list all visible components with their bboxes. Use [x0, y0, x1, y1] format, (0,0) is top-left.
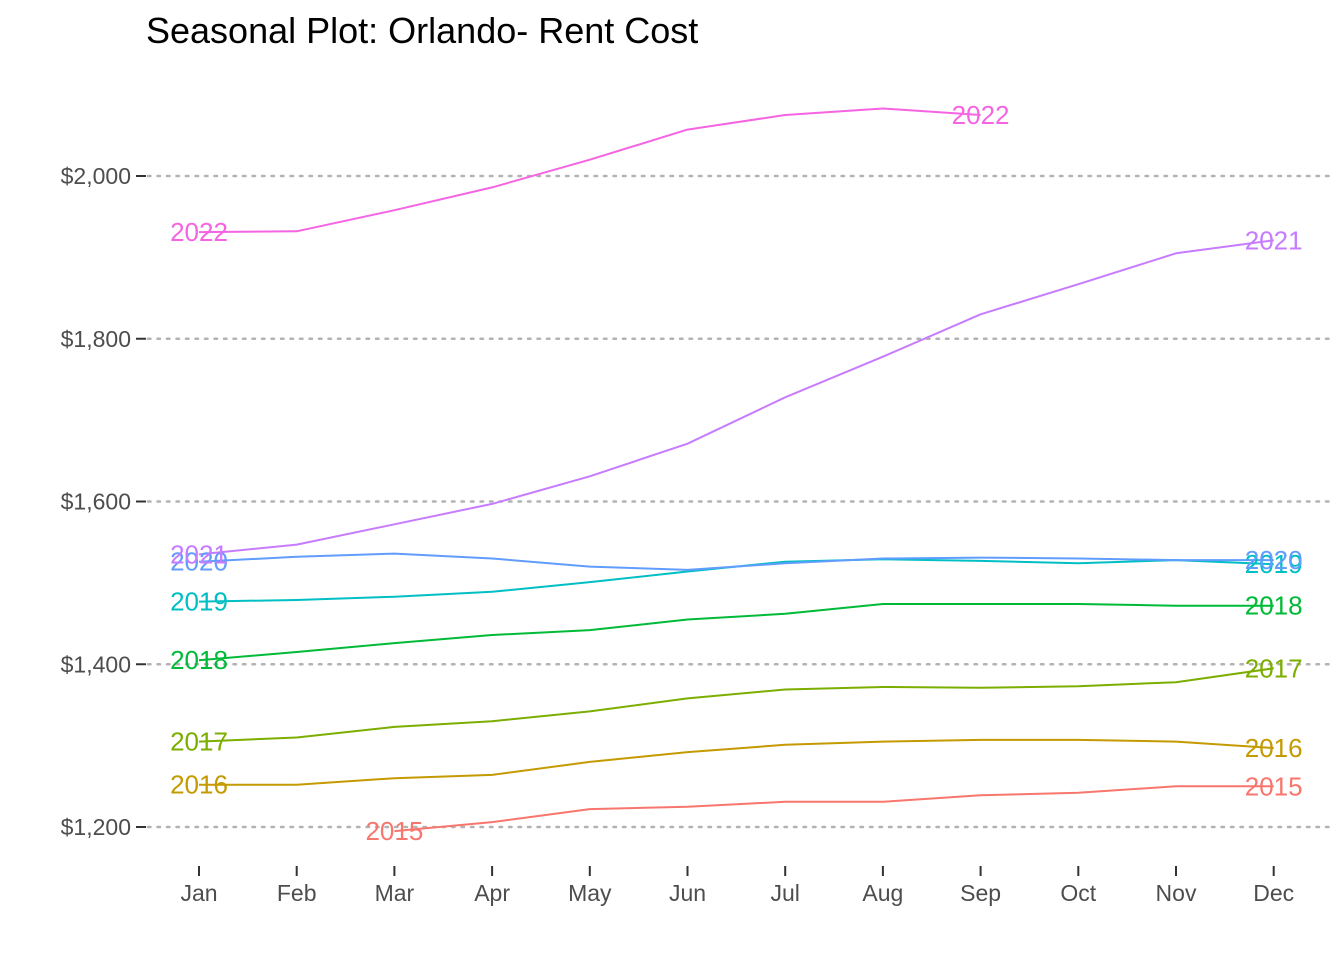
series-end-label-2020: 2020 [1245, 545, 1303, 575]
x-tick-label-jun: Jun [669, 880, 706, 906]
y-tick-label: $1,400 [61, 651, 131, 677]
gridlines [146, 174, 1332, 829]
x-tick-label-may: May [568, 880, 612, 906]
series-start-label-2017: 2017 [170, 727, 228, 757]
series-start-label-2022: 2022 [170, 217, 228, 247]
x-tick-label-jul: Jul [770, 880, 799, 906]
series-start-label-2019: 2019 [170, 587, 228, 617]
series-start-label-2020: 2020 [170, 547, 228, 577]
series-end-label-2015: 2015 [1245, 771, 1303, 801]
x-tick-label-apr: Apr [474, 880, 510, 906]
chart-title: Seasonal Plot: Orlando- Rent Cost [146, 10, 699, 51]
series-start-label-2015: 2015 [365, 816, 423, 846]
x-axis: Jan Feb Mar Apr May Jun Jul Aug Sep Oct Nov Dec [180, 866, 1294, 906]
series-line-2016 [199, 738, 1274, 786]
x-tick-label-nov: Nov [1156, 880, 1197, 906]
x-tick-label-sep: Sep [960, 880, 1001, 906]
x-tick-label-feb: Feb [277, 880, 317, 906]
series-start-label-2016: 2016 [170, 770, 228, 800]
x-tick-label-dec: Dec [1253, 880, 1294, 906]
y-tick-label: $1,600 [61, 489, 131, 515]
series-lines [198, 107, 1274, 833]
series-line-2017 [198, 667, 1274, 743]
x-tick-label-mar: Mar [375, 880, 415, 906]
series-end-label-2018: 2018 [1245, 591, 1303, 621]
series-start-label-2021: 2021 [170, 539, 228, 569]
series-line-2018 [198, 603, 1274, 662]
y-axis: $1,200 $1,400 $1,600 $1,800 $2,000 [61, 163, 146, 840]
series-start-label-2018: 2018 [170, 645, 228, 675]
series-line-2022 [198, 107, 981, 234]
series-end-label-2021: 2021 [1245, 225, 1303, 255]
series-end-label-2019: 2019 [1245, 549, 1303, 579]
series-line-2020 [198, 552, 1274, 571]
x-tick-label-oct: Oct [1060, 880, 1096, 906]
y-tick-label: $2,000 [61, 163, 131, 189]
y-tick-label: $1,800 [61, 326, 131, 352]
series-line-2015 [394, 785, 1274, 833]
y-tick-label: $1,200 [61, 814, 131, 840]
series-line-2021 [198, 239, 1274, 556]
series-end-label-2022: 2022 [952, 100, 1010, 130]
series-end-label-2017: 2017 [1245, 653, 1303, 683]
x-tick-label-jan: Jan [180, 880, 217, 906]
series-end-labels: 2015 2015 2016 2016 2017 2017 2018 2018 2019 2019… [170, 100, 1303, 846]
x-tick-label-aug: Aug [862, 880, 903, 906]
series-end-label-2016: 2016 [1245, 733, 1303, 763]
